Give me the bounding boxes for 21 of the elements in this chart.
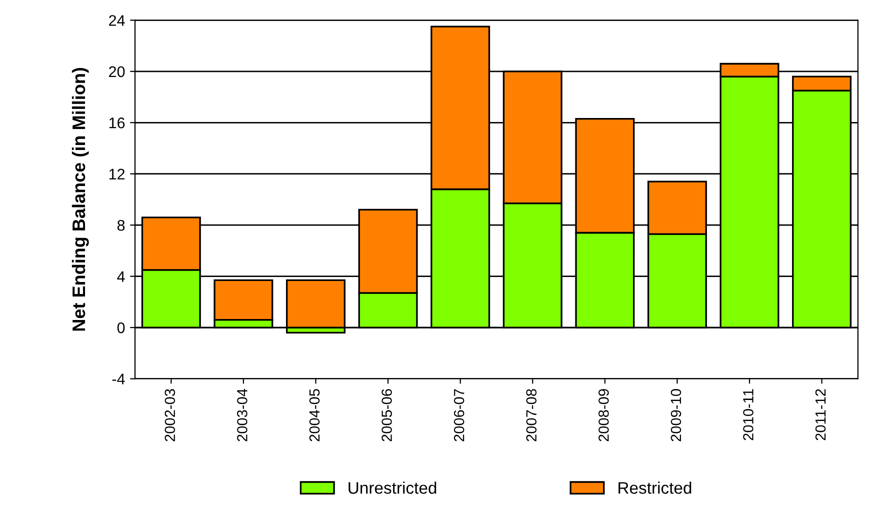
x-tick-label: 2011-12 [815, 389, 826, 440]
y-tick-label: 24 [109, 15, 125, 26]
y-tick-label: 16 [109, 118, 125, 128]
legend-label: Restricted [618, 482, 692, 494]
y-tick-label: 8 [117, 220, 125, 231]
y-axis-title: Net Ending Balance (in Million) [72, 68, 89, 331]
x-tick-label: 2004-05 [309, 389, 320, 442]
x-tick-label: 2005-06 [382, 389, 392, 442]
x-tick-label: 2006-07 [454, 389, 464, 442]
y-tick-label: 4 [117, 271, 125, 282]
y-tick-label: 20 [109, 66, 125, 78]
y-tick-label: 12 [109, 168, 125, 180]
y-tick-label: -4 [112, 374, 125, 384]
x-tick-label: 2003-04 [237, 388, 248, 442]
x-tick-label: 2008-09 [598, 389, 609, 442]
y-tick-label: 0 [117, 322, 125, 334]
legend-label: Unrestricted [348, 482, 436, 494]
x-tick-label: 2009-10 [670, 389, 682, 442]
x-tick-label: 2002-03 [164, 389, 176, 442]
x-tick-label: 2010-11 [743, 389, 754, 440]
x-tick-label: 2007-08 [526, 389, 537, 442]
